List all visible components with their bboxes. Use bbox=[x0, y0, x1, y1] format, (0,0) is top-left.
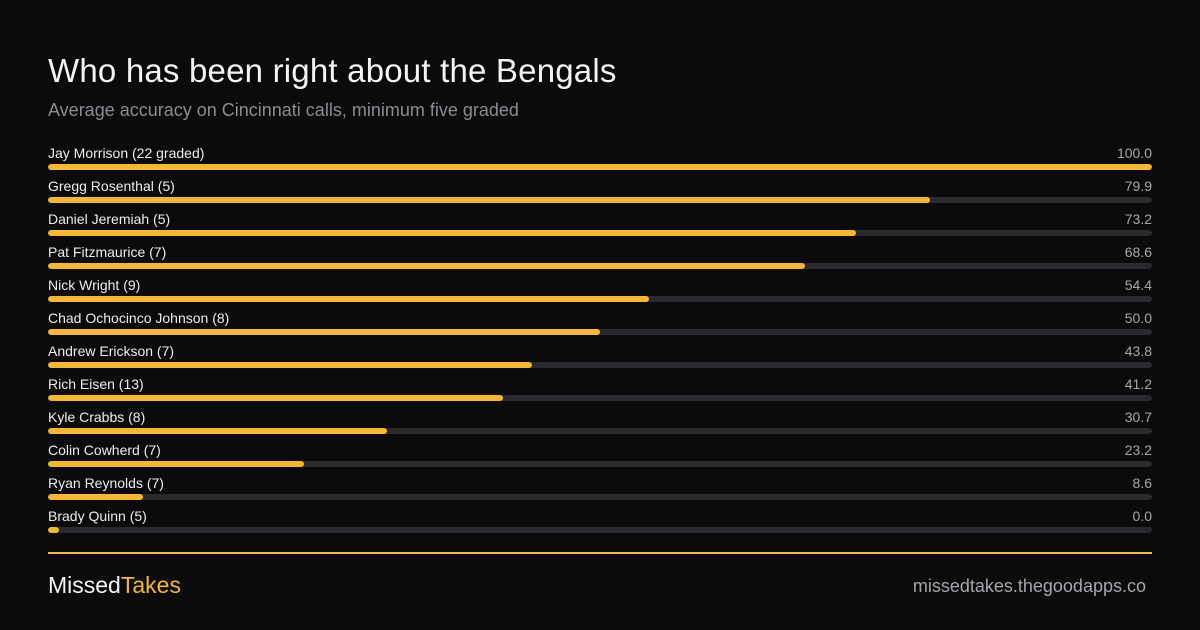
bar-track bbox=[48, 296, 1152, 302]
bar bbox=[48, 263, 806, 269]
bar-track bbox=[48, 329, 1152, 335]
bar-label: Rich Eisen (13) bbox=[48, 376, 144, 392]
bar-value-label: 30.7 bbox=[1124, 409, 1152, 425]
bar-row: Rich Eisen (13) 41.2 bbox=[48, 375, 1152, 408]
bar-row: Nick Wright (9) 54.4 bbox=[48, 276, 1152, 309]
bar-row: Colin Cowherd (7) 23.2 bbox=[48, 441, 1152, 474]
bar-value-label: 50.0 bbox=[1124, 310, 1152, 326]
bar-row: Daniel Jeremiah (5) 73.2 bbox=[48, 210, 1152, 243]
chart-subtitle: Average accuracy on Cincinnati calls, mi… bbox=[48, 100, 519, 120]
bar bbox=[48, 164, 1152, 170]
bar bbox=[48, 362, 532, 368]
bar-label: Gregg Rosenthal (5) bbox=[48, 178, 175, 194]
bar-track bbox=[48, 263, 1152, 269]
bar bbox=[48, 197, 931, 203]
bar-track bbox=[48, 395, 1152, 401]
bar-row: Ryan Reynolds (7) 8.6 bbox=[48, 474, 1152, 507]
bar-row: Chad Ochocinco Johnson (8) 50.0 bbox=[48, 309, 1152, 342]
bar-value-label: 0.0 bbox=[1132, 508, 1152, 524]
bar-label: Kyle Crabbs (8) bbox=[48, 409, 146, 425]
bar bbox=[48, 395, 503, 401]
bar bbox=[48, 494, 143, 500]
bar-track bbox=[48, 164, 1152, 170]
bar bbox=[48, 329, 600, 335]
bar-value-label: 100.0 bbox=[1116, 145, 1152, 161]
site-url: missedtakes.thegoodapps.co bbox=[912, 576, 1146, 596]
bar-label: Daniel Jeremiah (5) bbox=[48, 211, 171, 227]
bar-track bbox=[48, 197, 1152, 203]
bar-value-label: 43.8 bbox=[1124, 343, 1152, 359]
bar-label: Ryan Reynolds (7) bbox=[48, 475, 164, 491]
brand-main: Missed bbox=[48, 572, 121, 598]
bar-value-label: 68.6 bbox=[1124, 244, 1152, 260]
bar-row: Jay Morrison (22 graded) 100.0 bbox=[48, 144, 1152, 177]
bar-row: Kyle Crabbs (8) 30.7 bbox=[48, 408, 1152, 441]
bar-row: Brady Quinn (5) 0.0 bbox=[48, 507, 1152, 540]
bar-track bbox=[48, 494, 1152, 500]
bar-label: Nick Wright (9) bbox=[48, 277, 141, 293]
bar-value-label: 79.9 bbox=[1124, 178, 1152, 194]
bar-chart: Jay Morrison (22 graded) 100.0 Gregg Rosen… bbox=[48, 144, 1152, 540]
bar-value-label: 73.2 bbox=[1124, 211, 1152, 227]
bar bbox=[48, 527, 60, 533]
bar-value-label: 54.4 bbox=[1124, 277, 1152, 293]
bar bbox=[48, 428, 387, 434]
bar bbox=[48, 461, 305, 467]
bar-row: Pat Fitzmaurice (7) 68.6 bbox=[48, 243, 1152, 276]
bar-label: Chad Ochocinco Johnson (8) bbox=[48, 310, 230, 326]
brand-accent: Takes bbox=[120, 572, 181, 598]
bar-track bbox=[48, 527, 1152, 533]
bar-track bbox=[48, 362, 1152, 368]
bar-label: Jay Morrison (22 graded) bbox=[48, 145, 205, 161]
bar-track bbox=[48, 461, 1152, 467]
bar-row: Andrew Erickson (7) 43.8 bbox=[48, 342, 1152, 375]
bar bbox=[48, 296, 649, 302]
bar-value-label: 8.6 bbox=[1132, 475, 1152, 491]
footer-divider bbox=[48, 552, 1152, 554]
chart-title: Who has been right about the Bengals bbox=[48, 52, 617, 89]
brand-logo: MissedTakes bbox=[48, 572, 181, 599]
bar-label: Colin Cowherd (7) bbox=[48, 442, 161, 458]
bar-row: Gregg Rosenthal (5) 79.9 bbox=[48, 177, 1152, 210]
bar-track bbox=[48, 230, 1152, 236]
bar-value-label: 41.2 bbox=[1124, 376, 1152, 392]
bar-label: Pat Fitzmaurice (7) bbox=[48, 244, 167, 260]
bar-track bbox=[48, 428, 1152, 434]
bar-label: Andrew Erickson (7) bbox=[48, 343, 175, 359]
bar-label: Brady Quinn (5) bbox=[48, 508, 147, 524]
bar-value-label: 23.2 bbox=[1124, 442, 1152, 458]
bar bbox=[48, 230, 857, 236]
